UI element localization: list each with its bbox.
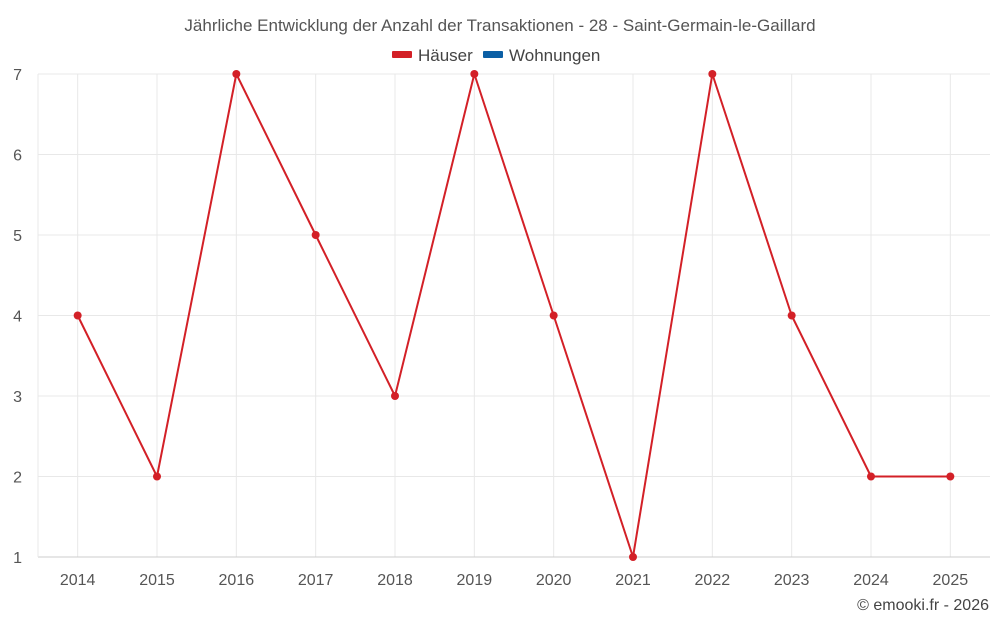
y-tick-label: 4 [13,309,22,326]
y-tick-label: 3 [13,389,22,406]
legend-swatch-haeuser [392,51,412,58]
data-point[interactable] [946,472,955,481]
data-point[interactable] [629,553,637,561]
data-point[interactable] [73,311,82,320]
y-tick-label: 2 [13,470,22,487]
data-point[interactable] [867,472,875,481]
series-layer [73,70,955,561]
chart-title: Jährliche Entwicklung der Anzahl der Tra… [184,16,815,35]
x-tick-label: 2015 [139,572,175,589]
credit-text: © emooki.fr - 2026 [857,597,989,614]
x-tick-label: 2023 [774,572,810,589]
y-tick-label: 5 [13,228,22,245]
data-point[interactable] [232,70,241,78]
x-tick-label: 2019 [457,572,493,589]
legend: Häuser Wohnungen [392,46,600,65]
series-line [76,73,951,558]
legend-label-haeuser[interactable]: Häuser [418,46,473,65]
axes: 1 2 3 4 5 6 7 2014 2015 2016 2017 2018 2019 2020 2021 2… [13,67,990,589]
y-tick-label: 7 [13,67,22,84]
data-point[interactable] [708,70,717,78]
x-tick-label: 2022 [695,572,731,589]
legend-label-wohnungen[interactable]: Wohnungen [509,46,600,65]
x-tick-label: 2016 [219,572,255,589]
x-tick-label: 2021 [615,572,651,589]
y-tick-label: 6 [13,148,22,165]
data-point[interactable] [470,70,479,78]
x-tick-label: 2020 [536,572,572,589]
data-point[interactable] [787,311,796,320]
x-tick-label: 2014 [60,572,96,589]
x-tick-label: 2025 [933,572,969,589]
data-point[interactable] [391,392,399,400]
x-tick-label: 2024 [853,572,889,589]
y-tick-label: 1 [13,550,22,567]
data-point[interactable] [549,311,558,320]
legend-swatch-wohnungen [483,51,503,58]
grid [38,73,990,557]
data-point[interactable] [153,472,161,481]
x-tick-label: 2017 [298,572,334,589]
x-tick-label: 2018 [377,572,413,589]
data-point[interactable] [311,231,320,239]
